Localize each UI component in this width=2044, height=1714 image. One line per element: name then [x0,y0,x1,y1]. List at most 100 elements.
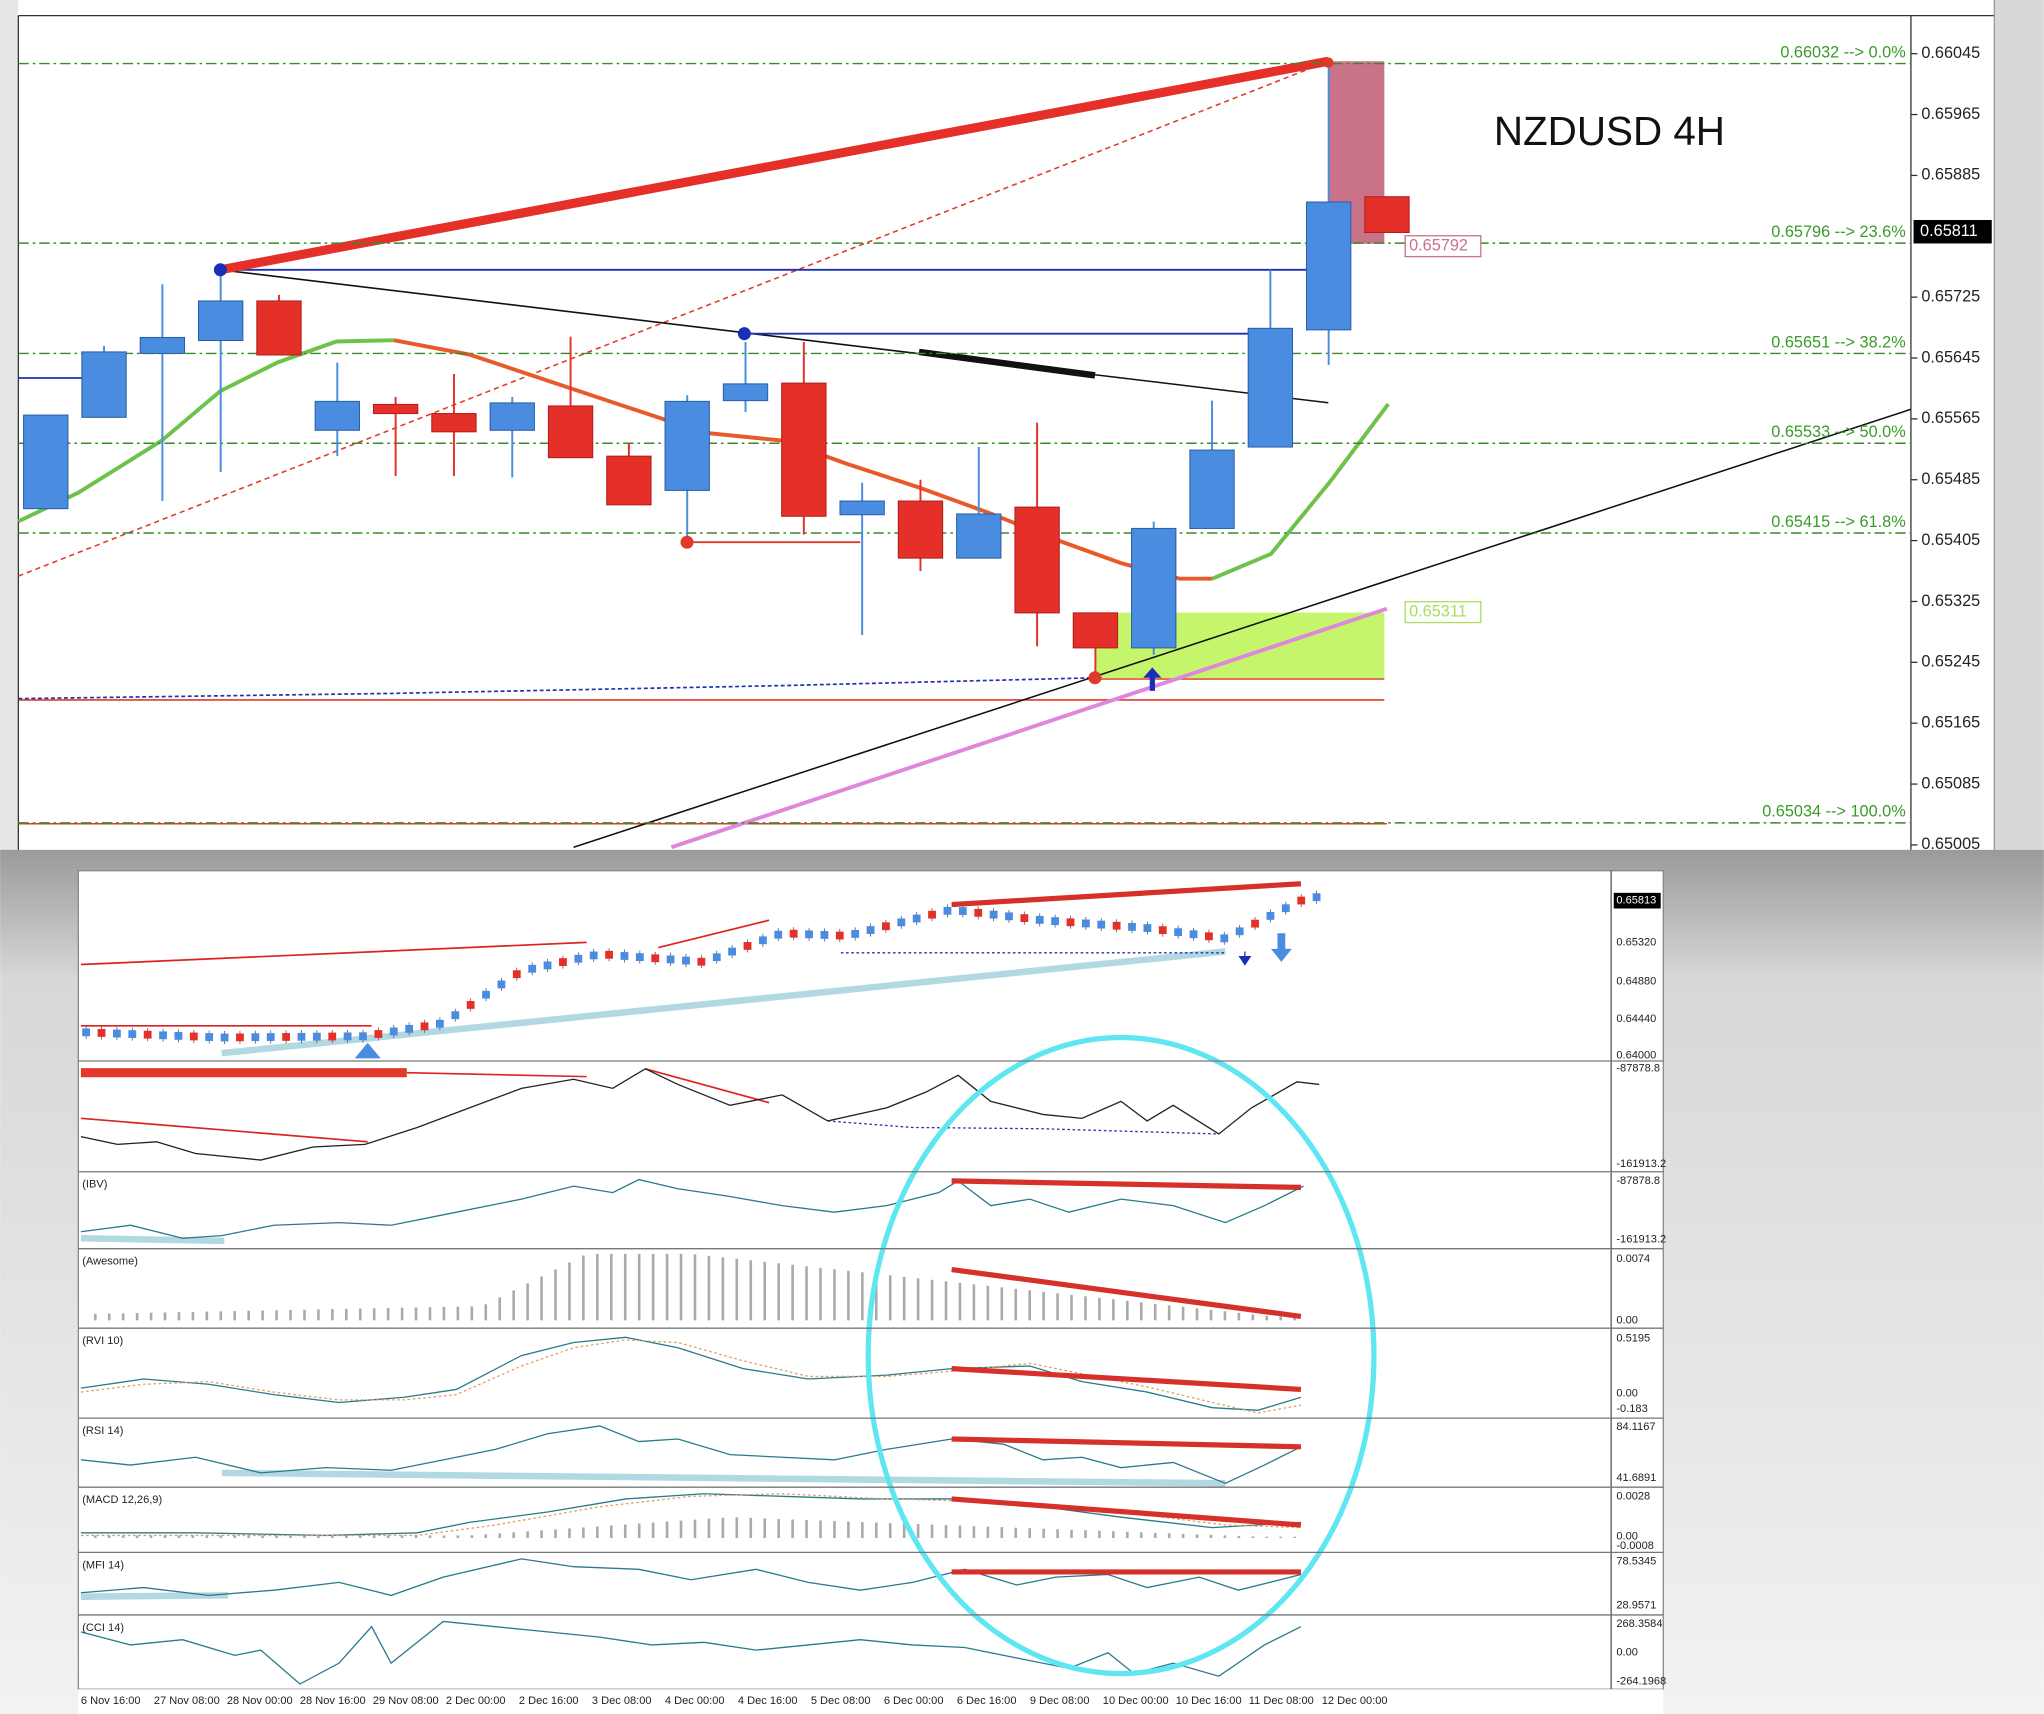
price-label: 0.65965 [1921,105,1980,123]
panel-name: (Awesome) [82,1256,138,1268]
date-label: 28 Nov 16:00 [300,1695,366,1707]
mini-candle [866,926,875,934]
fib-label: 0.65651 --> 38.2% [1771,333,1905,351]
right-strip [1994,0,2044,850]
candles [23,61,1410,679]
current-price: 0.65811 [1920,222,1978,240]
candle-body [1247,327,1294,448]
date-label: 10 Dec 16:00 [1176,1695,1242,1707]
mini-candle [1251,919,1259,928]
mini-candle [805,930,813,939]
mini-candle [205,1033,214,1041]
mini-candle [912,914,921,923]
date-label: 9 Dec 08:00 [1030,1695,1090,1707]
panel-axis-label: 0.0074 [1616,1253,1650,1265]
candle-body [139,336,186,354]
panel-name: (MFI 14) [82,1559,124,1571]
mini-candle [97,1029,106,1037]
mini-candle [1020,914,1029,923]
mini-candle [389,1027,398,1036]
mini-candle [989,910,998,919]
up-arrow [1270,933,1292,962]
date-axis [78,1689,1664,1714]
fib-label: 0.65034 --> 100.0% [1762,803,1905,821]
candle-body [431,413,477,433]
price-label: 0.65725 [1921,287,1980,305]
divergence-line [951,881,1302,908]
markers [213,57,1334,691]
mini-candle [882,922,890,931]
candle-body [547,405,594,459]
chart-title: NZDUSD 4H [1494,108,1725,154]
divergence-line [951,1496,1302,1528]
date-label: 6 Nov 16:00 [81,1695,141,1707]
panel-axis-label: -161913.2 [1616,1233,1666,1245]
histogram [93,1517,1296,1539]
mini-candle [512,970,521,979]
panel-axis-label: 0.00 [1616,1387,1638,1399]
mini-candle [282,1033,290,1041]
trend-line [220,269,1329,404]
mini-candle [605,950,613,959]
mini-candle [1097,920,1106,929]
mini-candle [482,990,490,999]
fib-label: 0.65796 --> 23.6% [1771,223,1905,241]
panel-axis-label: -0.183 [1616,1403,1647,1415]
indicator-line [80,1558,1302,1597]
mini-candle [1066,918,1075,927]
candle-body [839,500,885,516]
candle-body [897,500,944,559]
candle-body [23,414,69,510]
trend-line [658,919,770,949]
histogram [93,1253,1296,1321]
panel-axis-label: -264.1968 [1616,1675,1666,1687]
divergence-line [951,1266,1302,1320]
main-background [0,0,2044,850]
panel-name: (CCI 14) [82,1622,124,1634]
date-label: 6 Dec 00:00 [884,1695,944,1707]
date-label: 27 Nov 08:00 [154,1695,220,1707]
mini-candle [297,1032,306,1041]
mini-candle [712,953,721,962]
mini-candle [635,953,644,962]
candle-body [256,300,302,356]
highlight-ellipse [865,1034,1377,1677]
mini-candle [1235,927,1244,936]
mini-candle [236,1033,244,1042]
price-label: 0.65565 [1921,409,1980,427]
date-label: 3 Dec 08:00 [592,1695,652,1707]
date-label: 10 Dec 00:00 [1103,1695,1169,1707]
mini-candle [974,908,983,917]
panel-axis-label: 0.5195 [1616,1333,1650,1345]
buy-arrow [1143,667,1162,691]
up-arrow [354,1042,381,1059]
divergence-line [951,1178,1301,1191]
mini-candle [666,955,675,964]
mini-candle [174,1031,183,1040]
mini-candle [497,980,506,989]
trend-line [670,606,1388,850]
price-label: 0.65885 [1921,166,1980,184]
candle-body [372,403,419,415]
mini-candle [835,931,844,940]
price-label: 0.65405 [1921,531,1980,549]
anchor-point [213,263,227,277]
price-label: 0.65245 [1921,653,1980,671]
panel-axis-label: -87878.8 [1616,1175,1660,1187]
mini-candle [420,1022,429,1031]
date-label: 12 Dec 00:00 [1322,1695,1388,1707]
trend-line [221,1469,1226,1487]
panel-axis-label: 0.64880 [1616,975,1656,987]
indicator-line [80,1068,1320,1161]
channel-line [18,60,1329,577]
mini-candle [1220,934,1229,943]
price-label: 0.65085 [1921,774,1980,792]
date-label: 28 Nov 00:00 [227,1695,293,1707]
trend-line-bold [918,348,1096,379]
panel-axis-label: -161913.2 [1616,1158,1666,1170]
date-label: 29 Nov 08:00 [373,1695,439,1707]
mini-candle [220,1033,229,1042]
mini-candle [1112,921,1121,930]
trend-line [221,948,1226,1057]
